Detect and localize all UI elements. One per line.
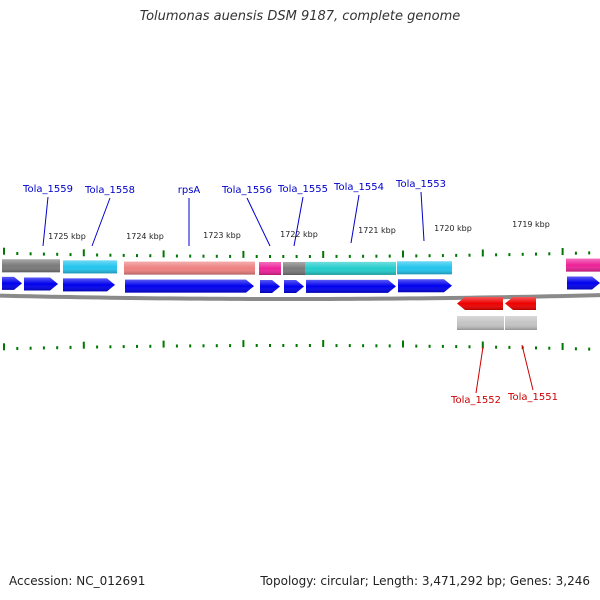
gene-arrow-shade (125, 279, 254, 293)
gene-label: Tola_1553 (395, 179, 446, 190)
leader-line (42, 196, 49, 247)
cog-category-bars (2, 258, 600, 330)
genome-backbone (0, 293, 600, 301)
leader-line (475, 346, 484, 394)
gene-arrow-shade (306, 279, 396, 293)
gene-arrows (2, 276, 600, 310)
cog-bar-shade (124, 261, 255, 275)
gene-label: Tola_1555 (277, 184, 328, 195)
ruler-label: 1724 kbp (126, 232, 164, 241)
gene-arrow-shade (284, 279, 304, 293)
upper-tick-marks (3, 247, 591, 258)
cog-bar-shade (283, 262, 305, 275)
gene-arrow-shade (567, 276, 600, 290)
gene-labels: Tola_1559 Tola_1558 rpsA Tola_1556 Tola_1555… (22, 179, 558, 406)
cog-bar-shade (397, 261, 452, 275)
leader-line (350, 194, 360, 244)
gene-arrow-shade (63, 278, 115, 292)
cog-bar-shade (2, 259, 60, 273)
cog-bar-shade (305, 261, 396, 275)
gene-label: Tola_1551 (507, 392, 558, 403)
ruler-label: 1722 kbp (280, 230, 318, 239)
gene-label: Tola_1552 (450, 395, 501, 406)
map-title: Tolumonas auensis DSM 9187, complete gen… (139, 9, 461, 24)
topology-text: Topology: circular; Length: 3,471,292 bp… (260, 574, 590, 588)
label-leader-lines (42, 191, 534, 394)
gene-label: Tola_1559 (22, 184, 73, 195)
lower-tick-marks (3, 340, 591, 351)
gene-arrow-shade (260, 279, 280, 293)
cog-bar-shade (505, 316, 537, 330)
cog-bar-shade (63, 260, 117, 274)
gene-label: rpsA (178, 185, 201, 196)
gene-arrow-shade (457, 297, 503, 310)
leader-line (246, 197, 271, 247)
cog-bar-shade (259, 262, 281, 275)
ruler-label: 1725 kbp (48, 232, 86, 241)
gene-arrow-shade (2, 276, 22, 290)
ruler-label: 1723 kbp (203, 231, 241, 240)
ruler-label: 1720 kbp (434, 224, 472, 233)
gene-arrow-shade (505, 297, 536, 310)
cog-bar-shade (566, 258, 600, 272)
position-ruler: 1725 kbp 1724 kbp 1723 kbp 1722 kbp 1721 kbp… (48, 220, 550, 241)
ruler-label: 1721 kbp (358, 226, 396, 235)
backbone-line (0, 293, 600, 301)
ruler-label: 1719 kbp (512, 220, 550, 229)
gene-label: Tola_1554 (333, 182, 384, 193)
leader-line (521, 344, 534, 391)
leader-line (293, 196, 304, 247)
leader-line (420, 191, 425, 242)
gene-label: Tola_1556 (221, 185, 272, 196)
cog-bar-shade (457, 316, 504, 330)
leader-line (91, 197, 111, 247)
gene-arrow-shade (24, 277, 58, 291)
gene-arrow-shade (398, 279, 452, 293)
accession-text: Accession: NC_012691 (9, 574, 146, 588)
gene-label: Tola_1558 (84, 185, 135, 196)
